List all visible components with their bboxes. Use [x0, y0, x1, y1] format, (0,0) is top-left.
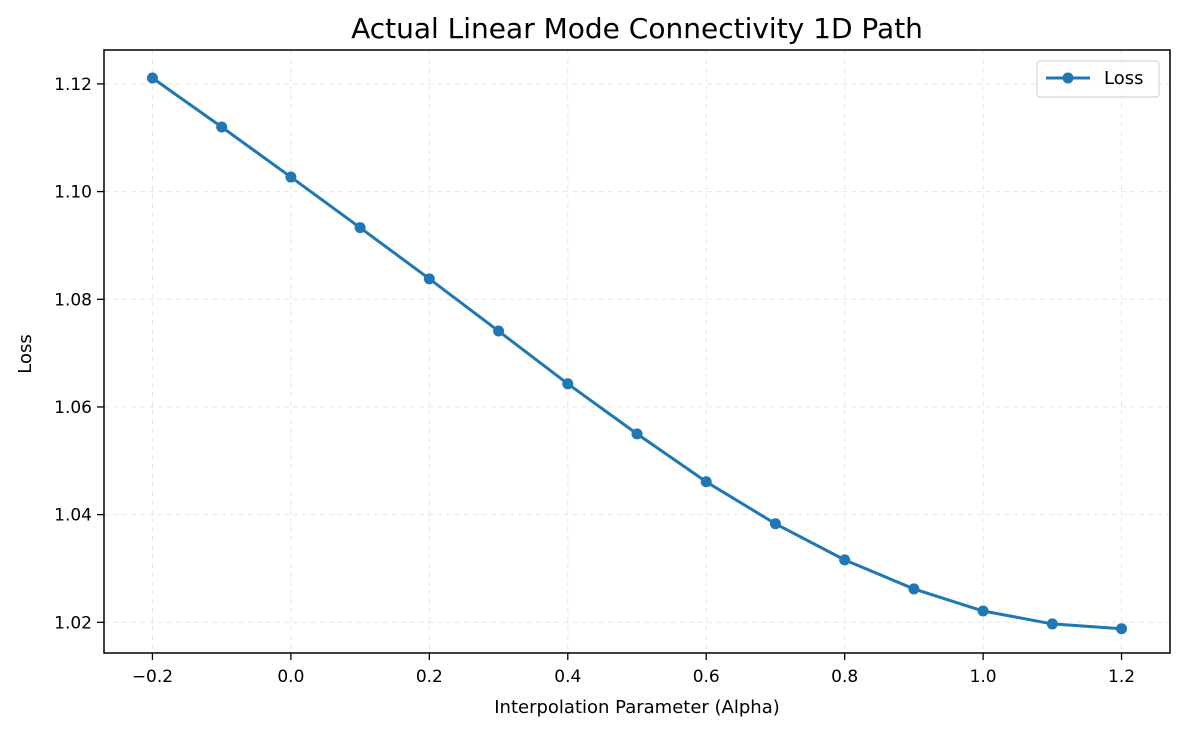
legend: Loss — [1036, 60, 1160, 98]
data-point — [908, 583, 920, 595]
data-point — [562, 378, 574, 390]
data-point — [493, 325, 505, 337]
series-line — [150, 76, 1124, 631]
data-point — [631, 428, 643, 440]
data-point — [769, 518, 781, 530]
data-point — [423, 273, 435, 285]
x-tick-label: −0.2 — [132, 667, 173, 687]
y-tick-label: 1.06 — [54, 398, 92, 418]
x-tick-label: 0.6 — [693, 667, 720, 687]
data-point — [354, 222, 366, 234]
data-point — [285, 171, 297, 183]
y-axis-label: Loss — [15, 334, 36, 373]
y-tick-label: 1.10 — [54, 183, 92, 203]
data-point — [216, 121, 228, 133]
data-point — [839, 554, 851, 566]
data-point — [1116, 623, 1128, 635]
legend-box — [1036, 60, 1160, 98]
data-point — [1046, 618, 1058, 630]
y-tick-label: 1.12 — [54, 75, 92, 95]
data-point — [977, 605, 989, 617]
x-tick-label: 0.2 — [416, 667, 443, 687]
data-point — [146, 72, 158, 84]
legend-label: Loss — [1104, 68, 1143, 89]
data-point — [700, 476, 712, 488]
y-tick-label: 1.02 — [54, 613, 92, 633]
x-axis-label: Interpolation Parameter (Alpha) — [494, 697, 780, 718]
x-tick-label: 0.8 — [831, 667, 858, 687]
x-tick-label: 0.0 — [277, 667, 304, 687]
axis-ticks: −0.2 0.0 0.2 0.4 0.6 0.8 1.0 1.2 1.02 1.04 1.06 1.0… — [54, 75, 1135, 687]
x-tick-label: 0.4 — [554, 667, 581, 687]
plot-frame — [103, 49, 1171, 654]
legend-marker — [1062, 72, 1074, 84]
y-tick-label: 1.08 — [54, 290, 92, 310]
grid — [104, 50, 1170, 653]
series-loss — [146, 72, 1128, 635]
y-tick-label: 1.04 — [54, 506, 92, 526]
x-tick-label: 1.0 — [970, 667, 997, 687]
chart-title: Actual Linear Mode Connectivity 1D Path — [351, 12, 923, 45]
x-tick-label: 1.2 — [1108, 667, 1135, 687]
